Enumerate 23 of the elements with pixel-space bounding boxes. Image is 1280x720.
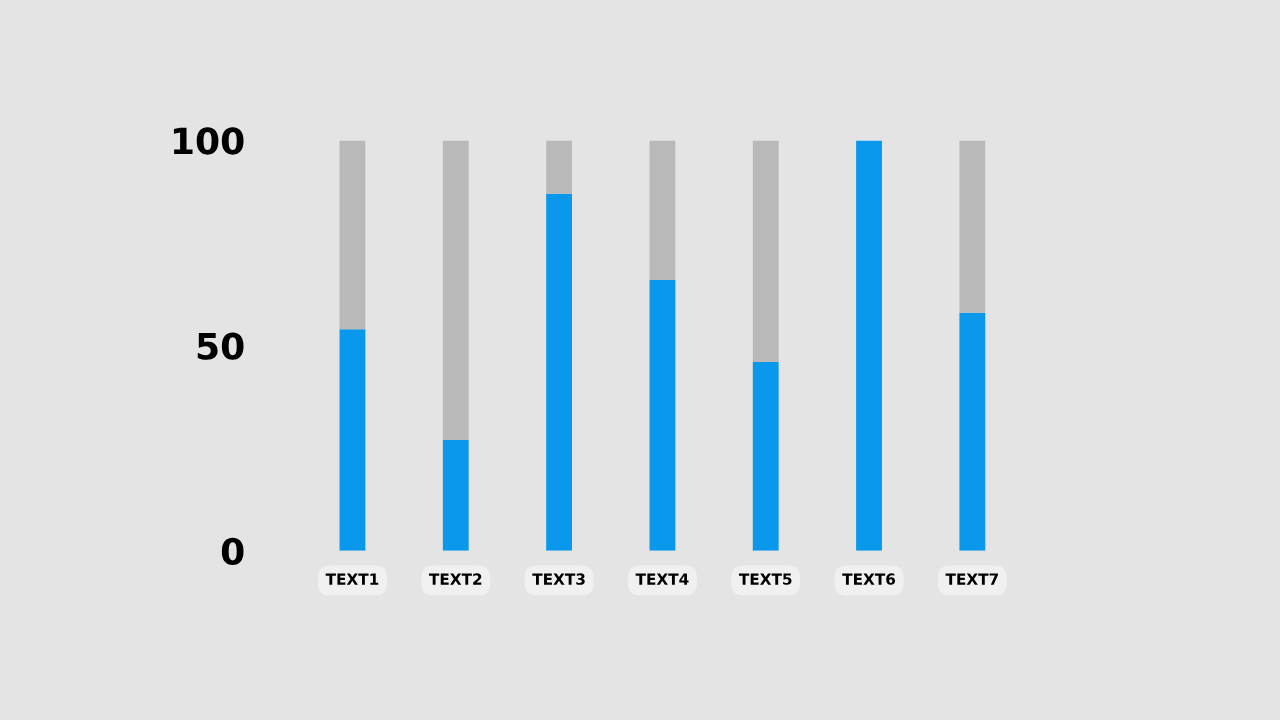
bar — [649, 140, 676, 280]
bar — [442, 439, 469, 551]
bar — [856, 140, 882, 551]
bar — [546, 193, 572, 551]
x-tick-label: TEXT7 — [945, 573, 998, 585]
x-tick-label: TEXT6 — [842, 573, 896, 585]
x-tick-label: TEXT3 — [532, 573, 585, 585]
bar — [959, 140, 986, 313]
bar — [546, 140, 572, 194]
bar — [339, 140, 366, 330]
x-tick-label: TEXT5 — [738, 573, 792, 585]
bar — [442, 140, 469, 440]
bar — [339, 329, 366, 551]
y-tick-label: 50 — [197, 332, 244, 360]
bar — [959, 312, 986, 551]
bar — [752, 140, 779, 363]
bar — [649, 279, 676, 551]
bar — [752, 362, 779, 551]
x-tick-label: TEXT1 — [325, 573, 379, 585]
x-tick-label: TEXT4 — [635, 573, 689, 585]
y-tick-label: 100 — [173, 127, 244, 155]
x-tick-label: TEXT2 — [429, 573, 482, 585]
y-tick-label: 0 — [221, 537, 244, 566]
